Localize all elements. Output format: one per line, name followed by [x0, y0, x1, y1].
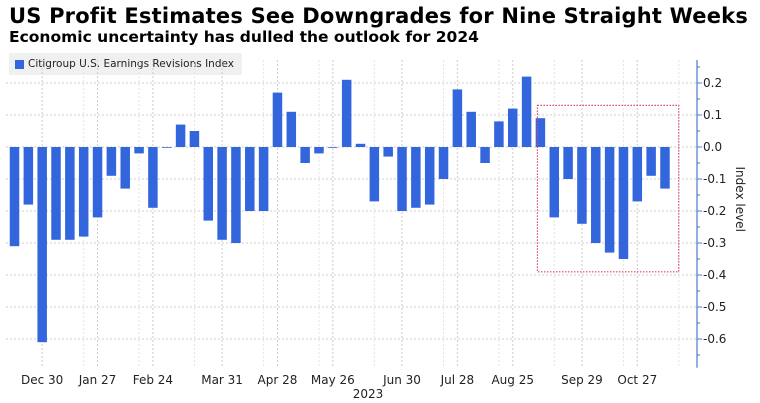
- bar: [120, 147, 130, 189]
- bar: [161, 147, 172, 148]
- bar: [203, 147, 214, 221]
- bar: [23, 147, 34, 205]
- chart-title: US Profit Estimates See Downgrades for N…: [9, 4, 749, 28]
- y-tick-label: -0.2: [703, 204, 726, 218]
- x-tick-label: May 26: [311, 373, 355, 387]
- y-tick-label: -0.5: [703, 300, 726, 314]
- y-tick-label: -0.1: [703, 172, 726, 186]
- bar: [106, 147, 117, 176]
- y-tick-label: -0.3: [703, 236, 726, 250]
- bar: [78, 147, 89, 237]
- bar: [355, 143, 366, 147]
- y-tick-label: -0.4: [703, 268, 726, 282]
- y-tick-label: 0.2: [703, 76, 722, 90]
- bar: [217, 147, 227, 240]
- bar: [563, 147, 573, 179]
- bar: [604, 147, 615, 253]
- bar: [618, 147, 629, 259]
- bar: [535, 118, 546, 147]
- y-tick-label: -0.6: [703, 332, 726, 346]
- bar: [549, 147, 560, 218]
- bar: [148, 147, 158, 208]
- bar: [466, 111, 476, 147]
- bar: [646, 147, 656, 176]
- x-tick-label: Apr 28: [258, 373, 298, 387]
- bar: [660, 147, 670, 189]
- bar: [480, 147, 490, 163]
- x-tick-label: Feb 24: [133, 373, 173, 387]
- bar: [591, 147, 601, 243]
- bar: [245, 147, 255, 211]
- bar: [507, 108, 518, 147]
- x-tick-label: Jan 27: [78, 373, 117, 387]
- bar: [521, 76, 532, 147]
- bar: [397, 147, 407, 211]
- bar: [300, 147, 310, 163]
- bar: [37, 147, 47, 343]
- chart-subtitle: Economic uncertainty has dulled the outl…: [9, 28, 479, 46]
- bar: [175, 124, 186, 147]
- x-tick-label: Jul 28: [440, 373, 475, 387]
- x-tick-label: Mar 31: [201, 373, 243, 387]
- bar: [383, 147, 393, 157]
- legend-swatch: [15, 59, 24, 69]
- x-year-label: 2023: [353, 387, 384, 401]
- x-tick-label: Dec 30: [21, 373, 63, 387]
- highlight-box: [536, 104, 680, 273]
- bar: [231, 147, 241, 243]
- x-tick-label: Aug 25: [491, 373, 534, 387]
- bar: [258, 147, 269, 211]
- legend: Citigroup U.S. Earnings Revisions Index: [9, 53, 242, 75]
- y-tick-label: 0.1: [703, 108, 722, 122]
- y-tick-label: 0.0: [703, 140, 722, 154]
- bar: [494, 121, 504, 147]
- bar: [189, 131, 200, 147]
- bar: [9, 147, 20, 247]
- bar: [577, 147, 587, 224]
- bar: [411, 147, 421, 208]
- bar: [341, 79, 352, 147]
- x-tick-label: Oct 27: [617, 373, 657, 387]
- bar: [134, 147, 144, 154]
- legend-label: Citigroup U.S. Earnings Revisions Index: [28, 58, 234, 70]
- bar: [51, 147, 61, 240]
- bar: [424, 147, 435, 205]
- x-tick-label: Sep 29: [561, 373, 603, 387]
- bar: [369, 147, 380, 202]
- y-axis-title: Index level: [733, 167, 747, 232]
- bar: [314, 147, 324, 154]
- bar: [92, 147, 103, 218]
- bar: [286, 111, 297, 147]
- bar: [65, 147, 75, 240]
- bar: [272, 92, 283, 147]
- bar: [452, 89, 463, 147]
- bar: [328, 147, 338, 148]
- bar: [438, 147, 449, 179]
- x-tick-label: Jun 30: [382, 373, 421, 387]
- bar: [632, 147, 643, 202]
